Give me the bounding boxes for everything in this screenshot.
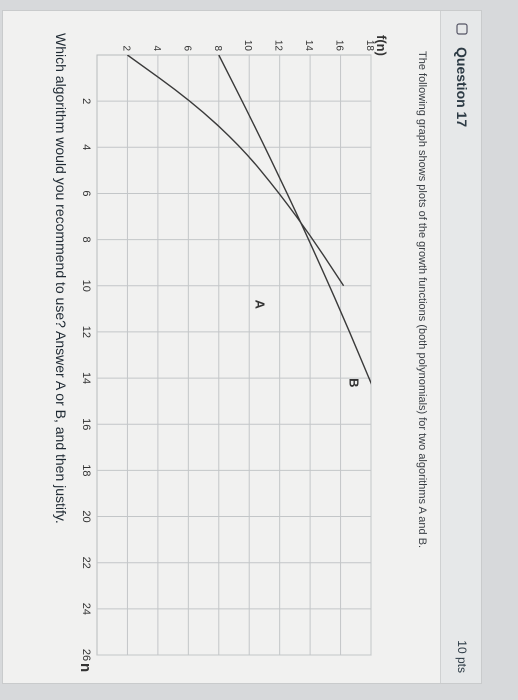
question-prompt: Which algorithm would you recommend to u… — [53, 33, 69, 524]
x-tick-label: 2 — [80, 98, 92, 104]
x-tick-label: 14 — [80, 372, 92, 384]
series-label-a: A — [252, 300, 267, 310]
question-card: Question 17 10 pts The following graph s… — [2, 10, 482, 684]
x-tick-label: 12 — [80, 326, 92, 338]
x-tick-label: 16 — [80, 418, 92, 430]
question-title: Question 17 — [454, 47, 470, 128]
x-tick-label: 4 — [80, 144, 92, 150]
series-line-b — [218, 55, 371, 425]
series-label-b: B — [347, 378, 362, 387]
x-tick-label: 10 — [80, 280, 92, 292]
question-header: Question 17 10 pts — [440, 11, 481, 683]
chart-series: AB — [126, 55, 371, 425]
y-tick-label: 2 — [120, 45, 131, 51]
x-tick-label: 6 — [80, 190, 92, 196]
y-tick-label: 16 — [334, 40, 345, 52]
x-tick-label: 26 — [80, 649, 92, 661]
question-points: 10 pts — [455, 640, 469, 673]
question-flag-icon[interactable] — [456, 23, 468, 35]
y-tick-label: 4 — [151, 45, 162, 51]
x-tick-label: 8 — [80, 237, 92, 243]
x-tick-label: 24 — [80, 603, 92, 615]
y-axis-label: f(n) — [374, 35, 389, 56]
x-axis-label: n — [77, 663, 94, 672]
series-line-a — [126, 55, 345, 287]
x-tick-label: 18 — [80, 464, 92, 476]
y-tick-label: 12 — [273, 40, 284, 52]
y-tick-label: 10 — [242, 40, 253, 52]
x-tick-label: 20 — [80, 510, 92, 522]
y-tick-label: 14 — [303, 40, 314, 52]
y-tick-label: 18 — [364, 40, 375, 52]
chart-grid — [96, 54, 372, 656]
x-tick-label: 22 — [80, 557, 92, 569]
y-tick-label: 6 — [181, 45, 192, 51]
y-tick-label: 8 — [212, 45, 223, 51]
plot-frame — [96, 54, 372, 656]
question-intro: The following graph shows plots of the g… — [416, 51, 428, 549]
